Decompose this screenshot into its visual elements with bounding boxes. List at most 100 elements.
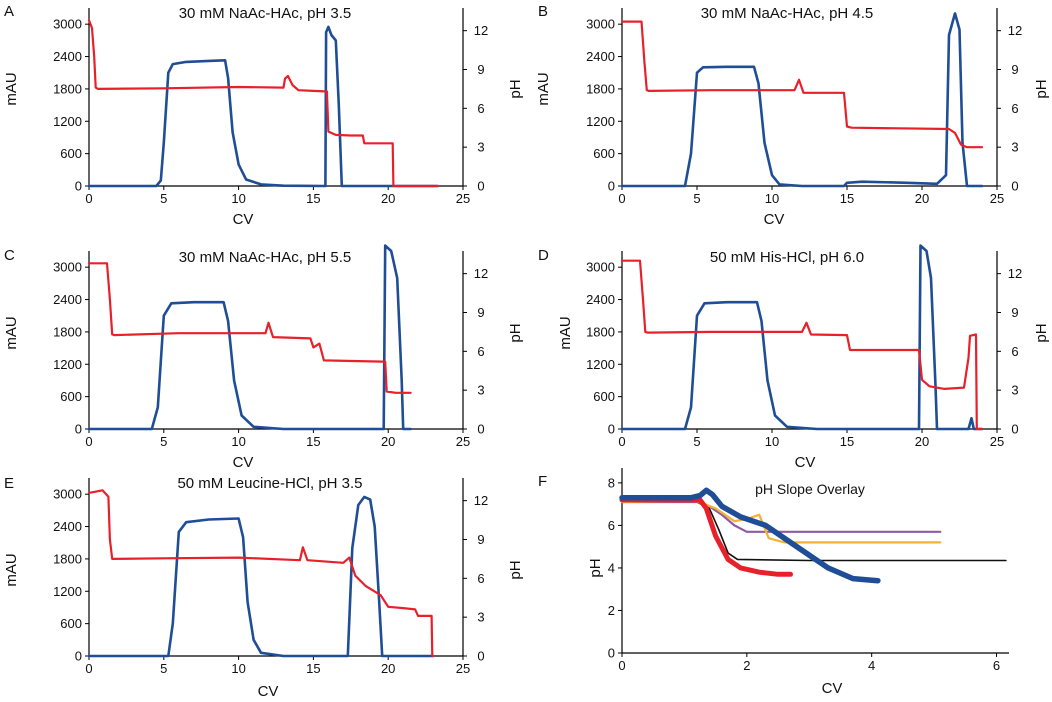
chart-title-c: 30 mM NaAc-HAc, pH 5.5: [179, 249, 352, 266]
y-axis-right-label-c: pH: [507, 323, 524, 342]
absorbance-line-c: [87, 244, 412, 431]
x-tick-label-e: 15: [306, 661, 320, 676]
x-tick-label-d: 10: [765, 434, 779, 449]
panel-e: E 50 mM Leucine-HCl, pH 3.5 CV mAU pH 0 5…: [3, 475, 524, 700]
y-tick-left-label-d: 3000: [586, 260, 615, 275]
y-tick-left-label-f: 6: [608, 518, 615, 533]
absorbance-line-d: [620, 244, 984, 431]
y-tick-right-label-b: 12: [1008, 23, 1022, 38]
ph-line-e: [87, 489, 435, 658]
y-axis-left-label-e: mAU: [3, 553, 20, 586]
y-tick-right-label-e: 9: [477, 532, 484, 547]
y-tick-left-label-e: 1800: [53, 551, 82, 566]
x-tick-label-f: 2: [743, 658, 750, 673]
y-tick-right-label-b: 3: [1011, 140, 1018, 155]
y-tick-left-label-e: 600: [60, 616, 82, 631]
panel-label-b: B: [538, 3, 548, 20]
panel-label-f: F: [538, 473, 547, 490]
x-axis-label-b: CV: [764, 211, 785, 228]
x-tick-label-e: 10: [231, 661, 245, 676]
x-tick-label-a: 15: [306, 191, 320, 206]
y-tick-right-label-d: 9: [1011, 305, 1018, 320]
panel-a: A 30 mM NaAc-HAc, pH 3.5 CV mAU pH 0 5 10 1…: [3, 3, 524, 228]
y-tick-right-label-a: 6: [477, 101, 484, 116]
y-tick-left-label-a: 1200: [53, 114, 82, 129]
x-tick-label-e: 25: [456, 661, 470, 676]
absorbance-line-e: [87, 495, 435, 658]
y-tick-right-label-c: 6: [477, 344, 484, 359]
panel-c: C 30 mM NaAc-HAc, pH 5.5 CV mAU pH 0 5 10 1…: [3, 244, 524, 471]
x-tick-label-c: 0: [85, 434, 92, 449]
panel-b: B 30 mM NaAc-HAc, pH 4.5 CV mAU pH 0 5 10 1…: [535, 3, 1050, 228]
panel-d: D 50 mM His-HCl, pH 6.0 CV mAU pH 0 5 10 15…: [538, 244, 1050, 471]
overlay-line-purple-f: [620, 500, 942, 533]
y-tick-left-label-c: 3000: [53, 260, 82, 275]
y-tick-left-label-d: 1800: [586, 324, 615, 339]
y-tick-right-label-c: 12: [474, 266, 488, 281]
y-tick-left-label-a: 0: [75, 179, 82, 194]
y-axis-left-label-c: mAU: [3, 316, 20, 349]
chart-title-b: 30 mM NaAc-HAc, pH 4.5: [701, 5, 874, 22]
x-axis-label-d: CV: [795, 454, 816, 471]
ph-line-a: [87, 19, 439, 188]
y-tick-left-label-c: 1800: [53, 324, 82, 339]
x-tick-label-b: 20: [915, 191, 929, 206]
y-tick-right-label-b: 9: [1011, 62, 1018, 77]
x-tick-label-c: 25: [456, 434, 470, 449]
x-tick-label-a: 25: [456, 191, 470, 206]
y-tick-left-label-e: 3000: [53, 487, 82, 502]
y-axis-left-label-f: pH: [587, 558, 604, 577]
x-tick-label-c: 10: [231, 434, 245, 449]
chart-title-f: pH Slope Overlay: [755, 481, 865, 497]
y-tick-right-label-d: 0: [1011, 422, 1018, 437]
y-tick-left-label-e: 1200: [53, 584, 82, 599]
y-tick-left-label-f: 4: [608, 560, 615, 575]
y-tick-left-label-b: 3000: [586, 17, 615, 32]
ph-line-b: [620, 20, 984, 149]
y-tick-left-label-f: 2: [608, 603, 615, 618]
y-tick-right-label-e: 6: [477, 571, 484, 586]
x-axis-label-f: CV: [822, 680, 843, 697]
panel-label-e: E: [4, 475, 14, 492]
x-tick-label-a: 0: [85, 191, 92, 206]
x-tick-label-d: 25: [990, 434, 1004, 449]
y-tick-left-label-a: 600: [60, 146, 82, 161]
x-tick-label-d: 20: [915, 434, 929, 449]
y-tick-right-label-b: 0: [1011, 179, 1018, 194]
x-tick-label-c: 20: [381, 434, 395, 449]
x-tick-label-c: 15: [306, 434, 320, 449]
absorbance-line-a: [87, 25, 439, 188]
y-tick-right-label-a: 0: [477, 179, 484, 194]
y-tick-left-label-f: 0: [608, 646, 615, 661]
y-axis-right-label-e: pH: [507, 560, 524, 579]
absorbance-line-b: [620, 12, 984, 188]
y-tick-left-label-a: 1800: [53, 81, 82, 96]
y-tick-right-label-a: 9: [477, 62, 484, 77]
x-tick-label-f: 0: [618, 658, 625, 673]
x-tick-label-b: 15: [840, 191, 854, 206]
y-tick-left-label-c: 1200: [53, 357, 82, 372]
overlay-line-blue-f: [619, 487, 881, 584]
y-tick-left-label-a: 3000: [53, 17, 82, 32]
y-tick-right-label-a: 12: [474, 23, 488, 38]
y-tick-right-label-c: 0: [477, 422, 484, 437]
y-tick-right-label-c: 9: [477, 305, 484, 320]
chart-title-e: 50 mM Leucine-HCl, pH 3.5: [177, 475, 362, 492]
y-tick-right-label-a: 3: [477, 140, 484, 155]
y-tick-left-label-c: 0: [75, 422, 82, 437]
overlay-line-red-f: [619, 497, 793, 577]
x-tick-label-c: 5: [160, 434, 167, 449]
y-tick-left-label-e: 0: [75, 649, 82, 664]
y-tick-right-label-d: 3: [1011, 383, 1018, 398]
x-tick-label-e: 0: [85, 661, 92, 676]
x-tick-label-e: 20: [381, 661, 395, 676]
y-tick-left-label-b: 1200: [586, 114, 615, 129]
y-axis-right-label-d: pH: [1033, 323, 1050, 342]
y-tick-left-label-d: 600: [593, 389, 615, 404]
ph-line-c: [87, 262, 412, 394]
x-tick-label-d: 0: [618, 434, 625, 449]
x-tick-label-d: 5: [693, 434, 700, 449]
y-tick-left-label-c: 2400: [53, 292, 82, 307]
chart-title-d: 50 mM His-HCl, pH 6.0: [710, 249, 864, 266]
